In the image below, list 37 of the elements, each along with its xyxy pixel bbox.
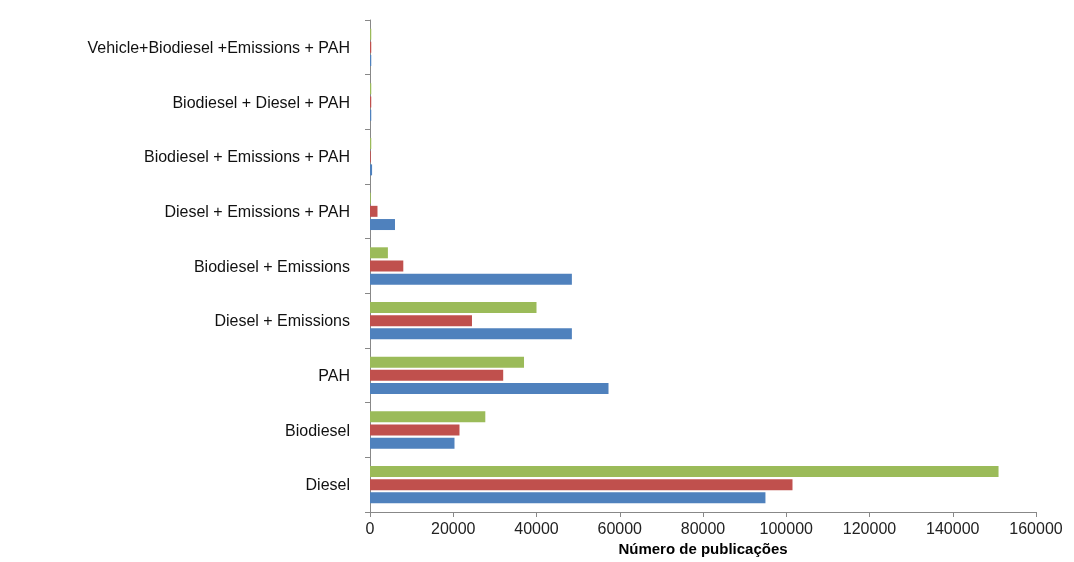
x-tick-label: 60000 — [597, 519, 643, 537]
bar — [370, 205, 378, 217]
x-tick-label: 0 — [365, 519, 375, 537]
y-tick-label: Biodiesel + Diesel + PAH — [172, 93, 350, 111]
x-tick-label: 160000 — [1009, 519, 1063, 537]
bar — [370, 356, 525, 368]
x-tick-label: 120000 — [842, 519, 897, 537]
y-tick-label: Biodiesel — [285, 421, 350, 439]
y-tick-label: Diesel — [305, 476, 350, 494]
bar — [370, 219, 395, 231]
bar — [370, 369, 504, 381]
x-tick-label: 80000 — [680, 519, 726, 537]
x-tick-label: 40000 — [514, 519, 559, 537]
x-axis-title: Número de publicações — [618, 539, 788, 557]
y-tick-label: Diesel + Emissions + PAH — [164, 202, 350, 220]
x-tick-label: 100000 — [759, 519, 814, 537]
bar — [370, 273, 572, 285]
x-tick-label: 140000 — [926, 519, 980, 537]
bar — [370, 301, 537, 313]
y-tick-label: Diesel + Emissions — [214, 312, 350, 330]
bar — [370, 260, 404, 272]
bar — [370, 424, 460, 436]
bar — [370, 411, 486, 423]
bar — [370, 328, 572, 340]
bar — [370, 315, 472, 327]
bar — [370, 247, 388, 259]
y-tick-label: Vehicle+Biodiesel +Emissions + PAH — [87, 38, 350, 56]
bar — [370, 492, 766, 504]
bar — [370, 383, 609, 395]
y-tick-label: Biodiesel + Emissions — [193, 257, 350, 275]
bar — [370, 479, 793, 491]
bar — [370, 465, 999, 477]
x-tick-label: 20000 — [431, 519, 476, 537]
bar — [370, 437, 455, 449]
y-tick-label: Biodiesel + Emissions + PAH — [143, 148, 350, 166]
bar — [370, 164, 373, 176]
y-tick-label: PAH — [318, 366, 350, 384]
